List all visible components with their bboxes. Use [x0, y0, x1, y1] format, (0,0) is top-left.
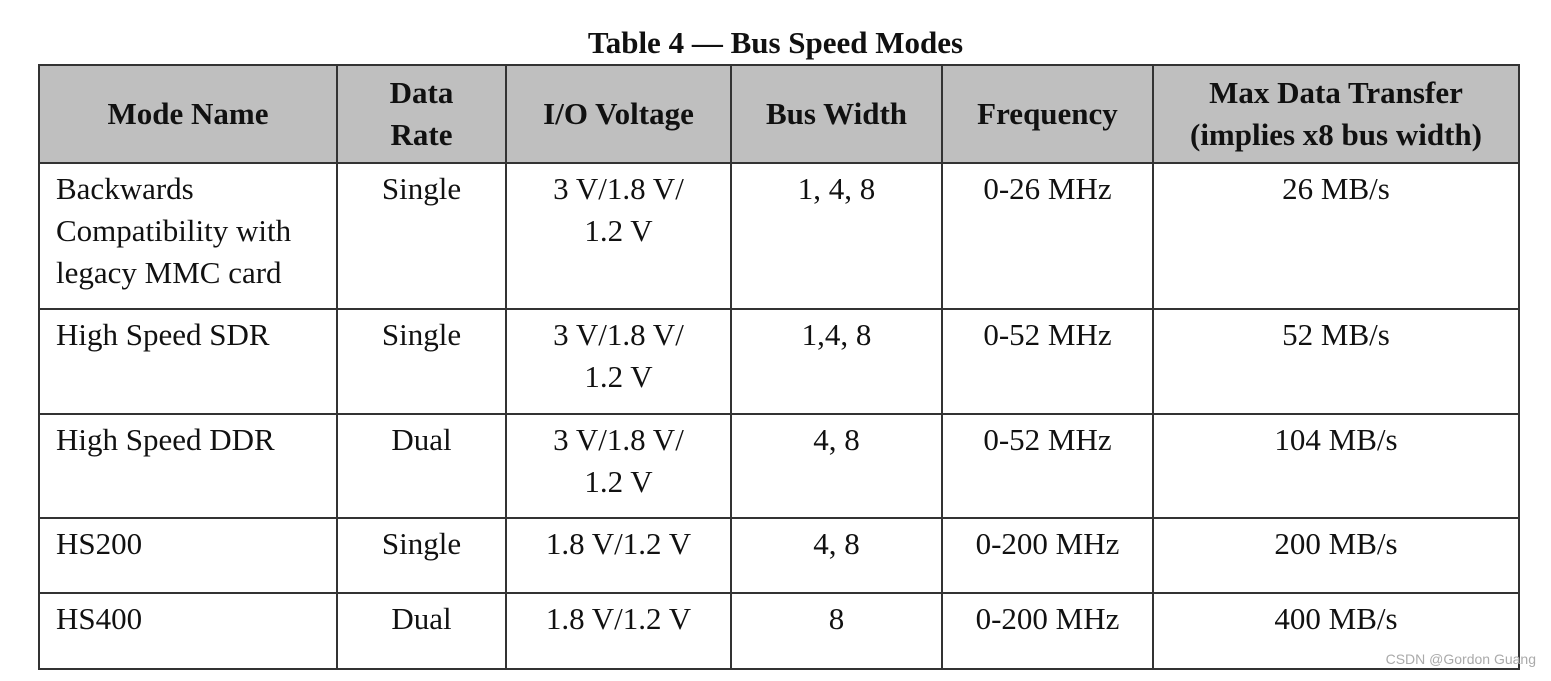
table-cell: High Speed SDR [38, 308, 338, 415]
table-cell: Dual [336, 413, 507, 519]
table-cell: 1,4, 8 [730, 308, 943, 415]
table-row: Backwards Compatibility with legacy MMC … [38, 162, 1520, 310]
table: Mode Name Data Rate I/O Voltage Bus Width Fr… [38, 64, 1520, 670]
table-cell: 4, 8 [730, 517, 943, 594]
table-cell: 0-200 MHz [941, 517, 1154, 594]
table-cell: 0-52 MHz [941, 308, 1154, 415]
table-cell: 1, 4, 8 [730, 162, 943, 310]
table-row: HS200 Single 1.8 V/1.2 V 4, 8 0-200 MHz 200 M… [38, 517, 1520, 594]
header-cell: Max Data Transfer (implies x8 bus width) [1152, 64, 1520, 164]
watermark: CSDN @Gordon Guang [1385, 651, 1536, 667]
table-cell: 8 [730, 592, 943, 670]
table-cell: High Speed DDR [38, 413, 338, 519]
table-cell: Single [336, 162, 507, 310]
header-cell: Bus Width [730, 64, 943, 164]
table-cell: 3 V/1.8 V/ 1.2 V [505, 413, 732, 519]
table-title: Table 4 — Bus Speed Modes [587, 25, 964, 60]
table-cell: Single [336, 308, 507, 415]
table-cell: HS200 [38, 517, 338, 594]
table-cell: 1.8 V/1.2 V [505, 592, 732, 670]
table-cell: 3 V/1.8 V/ 1.2 V [505, 308, 732, 415]
table-cell: 104 MB/s [1152, 413, 1520, 519]
table-cell: HS400 [38, 592, 338, 670]
header-row: Mode Name Data Rate I/O Voltage Bus Width Fr… [38, 64, 1520, 164]
table-cell: 200 MB/s [1152, 517, 1520, 594]
table-cell: 0-52 MHz [941, 413, 1154, 519]
table-cell: 1.8 V/1.2 V [505, 517, 732, 594]
table-cell: 4, 8 [730, 413, 943, 519]
table-cell: 26 MB/s [1152, 162, 1520, 310]
table-row: High Speed SDR Single 3 V/1.8 V/ 1.2 V 1,4,… [38, 308, 1520, 415]
table-body: Backwards Compatibility with legacy MMC … [38, 162, 1520, 670]
table-cell: 400 MB/s [1152, 592, 1520, 670]
header-cell: Data Rate [336, 64, 507, 164]
table-cell: Single [336, 517, 507, 594]
table-cell: 0-26 MHz [941, 162, 1154, 310]
table-cell: 0-200 MHz [941, 592, 1154, 670]
table-cell: 3 V/1.8 V/ 1.2 V [505, 162, 732, 310]
header-cell: Frequency [941, 64, 1154, 164]
header-cell: I/O Voltage [505, 64, 732, 164]
table-row: High Speed DDR Dual 3 V/1.8 V/ 1.2 V 4, 8 0-… [38, 413, 1520, 519]
table-row: HS400 Dual 1.8 V/1.2 V 8 0-200 MHz 400 MB/s [38, 592, 1520, 670]
header-cell: Mode Name [38, 64, 338, 164]
table-cell: Backwards Compatibility with legacy MMC … [38, 162, 338, 310]
table-cell: Dual [336, 592, 507, 670]
table-cell: 52 MB/s [1152, 308, 1520, 415]
